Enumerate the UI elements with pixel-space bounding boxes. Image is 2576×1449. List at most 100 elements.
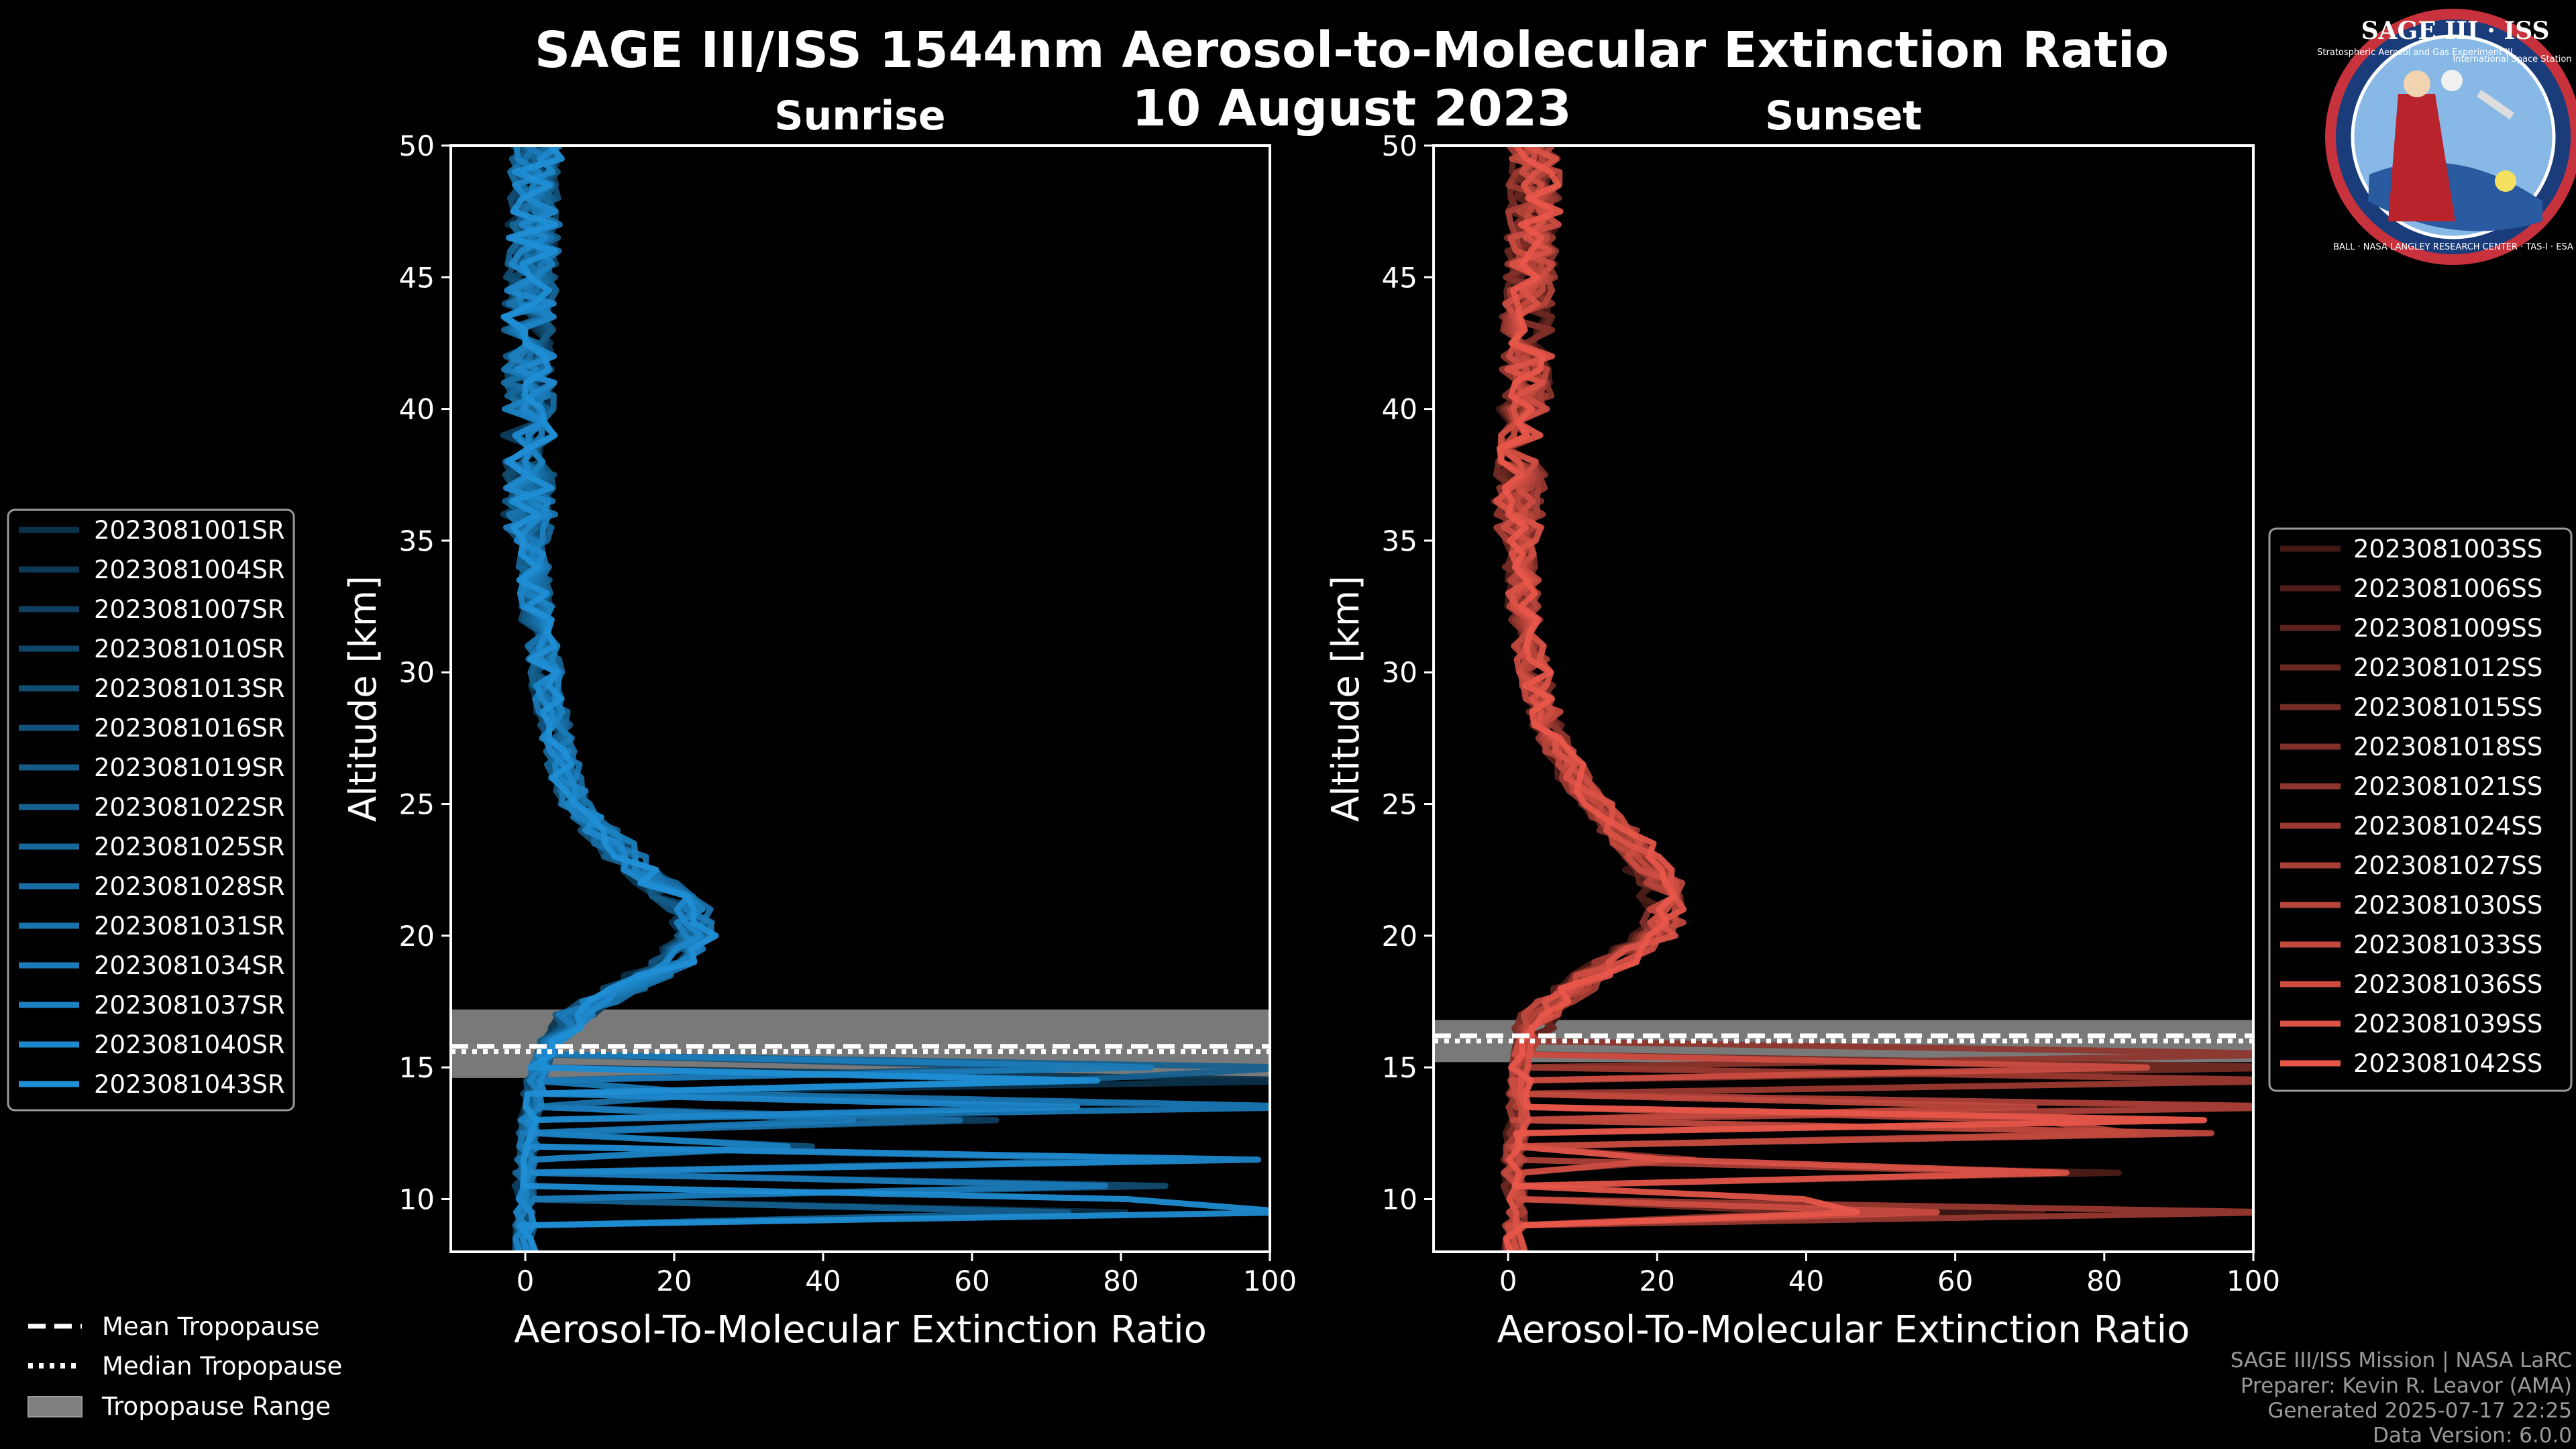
sunrise-legend: 2023081001SR 2023081004SR 2023081007SR 2023… (7, 508, 295, 1112)
sunset-legend-entry: 2023081021SS (2353, 772, 2542, 801)
sunrise-x-tick-label: 80 (1103, 1265, 1138, 1297)
sunset-legend-entry: 2023081018SS (2353, 733, 2542, 761)
sunrise-y-tick-label: 40 (399, 393, 435, 426)
sunrise-profile-line-2023081043SR (502, 146, 1270, 1252)
sunset-y-tick-label: 15 (1382, 1051, 1417, 1084)
sunrise-x-tick-label: 20 (656, 1265, 692, 1297)
sunset-x-tick-label: 60 (1937, 1265, 1973, 1297)
logo-title: SAGE III · ISS (2361, 17, 2550, 45)
tropopause-legend: Mean Tropopause Median Tropopause Tropop… (28, 1312, 342, 1421)
footer-mission: SAGE III/ISS Mission | NASA LaRC (2231, 1348, 2572, 1373)
mean-tropopause-legend-label: Mean Tropopause (102, 1312, 320, 1341)
sunrise-legend-entry: 2023081016SR (94, 714, 285, 743)
sunset-legend-box (2268, 527, 2573, 1092)
sunset-panel: 0 20 40 60 80 100 10 15 20 25 30 35 40 45 50 Sunset Aero… (1324, 93, 2573, 1352)
sunrise-y-axis-label: Altitude [km] (341, 576, 385, 822)
sunrise-legend-entry: 2023081013SR (94, 674, 285, 703)
sunrise-legend-entry: 2023081040SR (94, 1030, 285, 1059)
sunrise-x-tick-label: 0 (517, 1265, 535, 1297)
footer-credits: SAGE III/ISS Mission | NASA LaRC Prepare… (2231, 1348, 2572, 1448)
sunrise-legend-entry: 2023081028SR (94, 872, 285, 901)
sunset-panel-title: Sunset (1765, 93, 1922, 140)
sunrise-y-tick-label: 30 (399, 656, 435, 689)
sunrise-legend-entry: 2023081010SR (94, 635, 285, 663)
sunset-x-tick-label: 40 (1788, 1265, 1824, 1297)
sunset-y-tick-label: 50 (1382, 129, 1417, 162)
sunset-legend-entry: 2023081039SS (2353, 1010, 2542, 1038)
sunset-legend-entry: 2023081024SS (2353, 812, 2542, 841)
sunrise-y-tick-label: 20 (399, 920, 435, 953)
sunset-y-tick-label: 30 (1382, 656, 1417, 689)
figure-title: SAGE III/ISS 1544nm Aerosol-to-Molecular… (535, 21, 2169, 79)
tropopause-range-legend-label: Tropopause Range (101, 1392, 331, 1421)
sunrise-plot-content (451, 146, 1270, 1252)
sunrise-legend-entry: 2023081043SR (94, 1070, 285, 1099)
logo-sub-text: Stratospheric Aerosol and Gas Experiment… (2317, 48, 2513, 58)
sage-iii-iss-logo: SAGE III · ISS Stratospheric Aerosol and… (2317, 9, 2576, 265)
sunset-legend-entry: 2023081003SS (2353, 535, 2542, 564)
sunset-legend-entry: 2023081033SS (2353, 930, 2542, 959)
figure-date: 10 August 2023 (1132, 80, 1572, 138)
sunset-x-tick-label: 20 (1640, 1265, 1675, 1297)
sunset-x-tick-label: 0 (1499, 1265, 1517, 1297)
sunrise-y-tick-label: 50 (399, 129, 435, 162)
median-tropopause-legend-label: Median Tropopause (102, 1352, 342, 1381)
sunrise-x-tick-label: 40 (805, 1265, 841, 1297)
sunrise-y-tick-label: 35 (399, 525, 435, 557)
sunrise-y-tick-label: 45 (399, 261, 435, 294)
sunset-profile-line-2023081042SS (1496, 146, 2208, 1252)
sunset-y-axis-label: Altitude [km] (1324, 576, 1368, 822)
sunset-legend-entry: 2023081015SS (2353, 693, 2542, 722)
sunrise-y-tick-label: 15 (399, 1051, 435, 1084)
footer-data-version: Data Version: 6.0.0 (2373, 1424, 2572, 1448)
sunset-y-tick-label: 40 (1382, 393, 1417, 426)
logo-space-station (2476, 89, 2515, 120)
sunset-x-tick-label: 80 (2086, 1265, 2122, 1297)
logo-moon (2441, 70, 2463, 91)
sunrise-plot-frame (449, 144, 1271, 1253)
sunrise-x-axis-label: Aerosol-To-Molecular Extinction Ratio (514, 1308, 1207, 1352)
sunrise-legend-entry: 2023081019SR (94, 753, 285, 782)
sunset-legend-entry: 2023081006SS (2353, 574, 2542, 603)
sunset-x-axis-label: Aerosol-To-Molecular Extinction Ratio (1497, 1308, 2190, 1352)
sunset-legend: 2023081003SS 2023081006SS 2023081009SS 2023… (2268, 527, 2573, 1092)
footer-preparer: Preparer: Kevin R. Leavor (AMA) (2241, 1374, 2572, 1398)
sunset-y-tick-label: 20 (1382, 920, 1417, 953)
sunrise-y-tick-label: 10 (399, 1183, 435, 1216)
logo-ring-text: BALL · NASA LANGLEY RESEARCH CENTER · TA… (2333, 242, 2573, 252)
logo-sun (2495, 170, 2516, 192)
sunset-legend-entry: 2023081012SS (2353, 653, 2542, 682)
sunset-y-tick-label: 35 (1382, 525, 1417, 557)
sunset-legend-entry: 2023081036SS (2353, 970, 2542, 999)
sunrise-legend-entry: 2023081025SR (94, 833, 285, 861)
sunrise-panel-title: Sunrise (774, 93, 945, 140)
sunset-y-tick-label: 45 (1382, 261, 1417, 294)
sunset-y-tick-label: 25 (1382, 788, 1417, 821)
sunrise-legend-entry: 2023081007SR (94, 595, 285, 624)
sunrise-legend-entry: 2023081031SR (94, 912, 285, 941)
sunrise-x-tick-label: 100 (1243, 1265, 1297, 1297)
sunset-plot-frame (1432, 144, 2255, 1253)
sunrise-legend-entry: 2023081022SR (94, 793, 285, 822)
sunset-legend-entry: 2023081042SS (2353, 1049, 2542, 1078)
sunrise-y-tick-label: 25 (399, 788, 435, 821)
sunrise-legend-entry: 2023081037SR (94, 991, 285, 1020)
sunrise-legend-entry: 2023081004SR (94, 555, 285, 584)
sunset-y-tick-label: 10 (1382, 1183, 1417, 1216)
logo-figure-head (2404, 70, 2430, 97)
tropopause-range-legend-swatch (28, 1396, 83, 1417)
sunset-legend-entry: 2023081030SS (2353, 891, 2542, 920)
sunrise-legend-entry: 2023081034SR (94, 951, 285, 980)
logo-figure-robe (2388, 94, 2455, 221)
sunset-legend-entry: 2023081009SS (2353, 614, 2542, 643)
sunset-x-tick-label: 100 (2226, 1265, 2280, 1297)
sunrise-panel: 0 20 40 60 80 100 10 15 20 25 30 35 40 45 50 Sunrise Aer… (7, 93, 1297, 1352)
sunset-plot-content (1434, 146, 2253, 1252)
sunrise-x-tick-label: 60 (954, 1265, 989, 1297)
logo-side-text: International Space Station (2453, 54, 2571, 64)
footer-generated: Generated 2025-07-17 22:25 (2267, 1399, 2572, 1423)
sunset-legend-entry: 2023081027SS (2353, 851, 2542, 880)
sunrise-legend-entry: 2023081001SR (94, 516, 285, 545)
sunrise-legend-box (7, 508, 295, 1112)
